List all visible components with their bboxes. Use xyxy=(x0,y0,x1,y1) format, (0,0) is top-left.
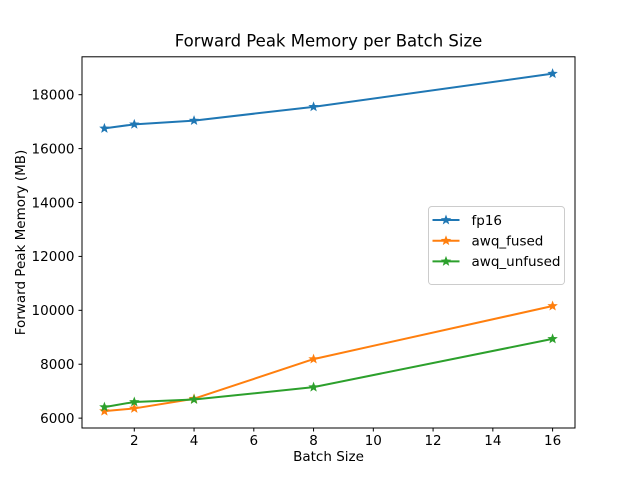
y-tick-label: 16000 xyxy=(32,141,75,157)
marker-fp16-x2 xyxy=(129,118,140,129)
x-tick-label: 6 xyxy=(250,433,259,449)
marker-fp16-x8 xyxy=(308,101,319,112)
marker-fp16-x16 xyxy=(547,68,558,79)
x-tick-label: 12 xyxy=(424,433,441,449)
marker-fp16-x1 xyxy=(99,122,110,133)
marker-fp16-x4 xyxy=(188,115,200,126)
x-axis-label: Batch Size xyxy=(293,449,364,465)
marker-awq_unfused-x4 xyxy=(188,394,200,404)
x-tick-label: 14 xyxy=(484,433,501,449)
x-tick-label: 2 xyxy=(130,433,139,449)
legend: fp16 awq_fused awq_unfused xyxy=(428,206,565,285)
x-tick-label: 4 xyxy=(190,433,199,449)
legend-frame xyxy=(428,206,565,285)
marker-awq_unfused-x1 xyxy=(99,401,110,412)
y-axis-label: Forward Peak Memory (MB) xyxy=(13,150,29,336)
chart-title: Forward Peak Memory per Batch Size xyxy=(175,32,483,51)
marker-awq_fused-x1 xyxy=(99,405,110,416)
legend-marker-awq_unfused xyxy=(440,255,452,266)
y-tick-label: 12000 xyxy=(32,249,75,265)
marker-awq_fused-x8 xyxy=(308,353,319,364)
x-tick-label: 10 xyxy=(365,433,382,449)
y-tick-label: 6000 xyxy=(40,411,74,427)
x-tick-label: 8 xyxy=(309,433,318,449)
y-tick-label: 8000 xyxy=(40,357,74,373)
legend-label-awq_unfused: awq_unfused xyxy=(472,254,561,270)
marker-awq_unfused-x8 xyxy=(308,381,319,392)
legend-label-awq_fused: awq_fused xyxy=(472,234,544,250)
marker-awq_unfused-x16 xyxy=(547,333,558,344)
marker-awq_fused-x16 xyxy=(547,300,558,311)
marker-awq_fused-x2 xyxy=(129,402,140,413)
y-tick-label: 18000 xyxy=(32,87,75,103)
x-tick-label: 16 xyxy=(544,433,561,449)
marker-awq_unfused-x2 xyxy=(129,396,140,407)
legend-marker-awq_fused xyxy=(440,235,452,246)
y-tick-label: 10000 xyxy=(32,303,75,319)
y-tick-label: 14000 xyxy=(32,195,75,211)
legend-marker-fp16 xyxy=(440,214,452,225)
legend-label-fp16: fp16 xyxy=(472,213,503,229)
